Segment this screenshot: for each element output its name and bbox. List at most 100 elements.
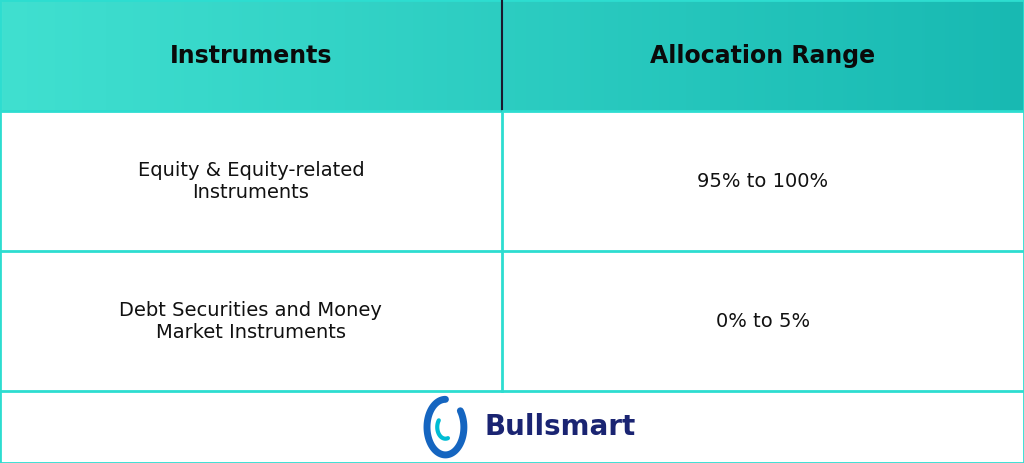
Bar [328, 0, 331, 111]
Bar [980, 0, 983, 111]
Bar [785, 0, 788, 111]
Bar [771, 0, 775, 111]
Bar [515, 0, 519, 111]
Bar [161, 0, 164, 111]
Bar [594, 0, 597, 111]
Bar [215, 0, 218, 111]
Bar [79, 0, 82, 111]
Bar [300, 0, 304, 111]
Bar [427, 0, 430, 111]
Bar [775, 0, 778, 111]
Bar [13, 0, 17, 111]
Bar [379, 0, 382, 111]
Bar [471, 0, 474, 111]
Bar [1021, 0, 1024, 111]
Bar [195, 0, 198, 111]
Bar [577, 0, 581, 111]
Bar [847, 0, 850, 111]
Bar [632, 0, 635, 111]
Bar [31, 0, 34, 111]
Bar [792, 0, 796, 111]
Bar [325, 0, 328, 111]
Bar [140, 0, 143, 111]
Bar [540, 0, 543, 111]
Bar [376, 0, 379, 111]
Bar [990, 0, 993, 111]
Bar [642, 0, 645, 111]
Bar [512, 0, 515, 111]
Bar [120, 0, 123, 111]
Bar [867, 0, 870, 111]
Bar [863, 0, 867, 111]
Bar [338, 0, 341, 111]
Bar [461, 0, 464, 111]
Bar [891, 0, 894, 111]
Bar [652, 0, 655, 111]
Bar [996, 0, 1000, 111]
Bar [952, 0, 955, 111]
Bar [208, 0, 212, 111]
Bar [276, 0, 280, 111]
Bar [361, 0, 366, 111]
Bar [983, 0, 986, 111]
Bar [914, 0, 919, 111]
Bar [225, 0, 228, 111]
Bar [860, 0, 863, 111]
Bar [617, 0, 622, 111]
Bar [177, 0, 181, 111]
Bar [174, 0, 177, 111]
Bar [54, 0, 58, 111]
Bar [546, 0, 550, 111]
Bar [970, 0, 973, 111]
Bar [17, 0, 20, 111]
Bar [543, 0, 546, 111]
Bar [655, 0, 658, 111]
Bar [99, 0, 102, 111]
Bar [246, 0, 249, 111]
Bar [853, 0, 857, 111]
Bar [993, 0, 996, 111]
Bar [481, 0, 484, 111]
Bar [389, 0, 392, 111]
Bar [939, 0, 942, 111]
Bar [372, 0, 376, 111]
Bar [38, 0, 41, 111]
Bar [560, 0, 563, 111]
Bar [959, 0, 963, 111]
Bar [519, 0, 522, 111]
Bar [58, 0, 61, 111]
Text: Instruments: Instruments [170, 44, 332, 68]
Bar [181, 0, 184, 111]
Bar [607, 0, 611, 111]
Bar [502, 0, 505, 111]
Bar [724, 0, 727, 111]
Bar [894, 0, 898, 111]
Bar [929, 0, 932, 111]
Text: Debt Securities and Money
Market Instruments: Debt Securities and Money Market Instrum… [120, 300, 382, 342]
Bar [686, 0, 689, 111]
Bar [499, 0, 502, 111]
Bar [778, 0, 781, 111]
Bar [529, 0, 532, 111]
Text: 95% to 100%: 95% to 100% [697, 172, 828, 191]
Bar [273, 0, 276, 111]
Bar [1000, 0, 1004, 111]
Text: 0% to 5%: 0% to 5% [716, 312, 810, 331]
Bar [591, 0, 594, 111]
Bar [932, 0, 935, 111]
Bar [51, 0, 54, 111]
Bar [676, 0, 679, 111]
Bar [256, 0, 259, 111]
Bar [85, 0, 89, 111]
Bar [110, 0, 113, 111]
Bar [781, 0, 785, 111]
Bar [622, 0, 625, 111]
Bar [317, 0, 321, 111]
Bar [888, 0, 891, 111]
Bar [495, 0, 499, 111]
Bar [850, 0, 853, 111]
Bar [191, 0, 195, 111]
Bar [806, 0, 809, 111]
Bar [635, 0, 638, 111]
Bar [65, 0, 69, 111]
